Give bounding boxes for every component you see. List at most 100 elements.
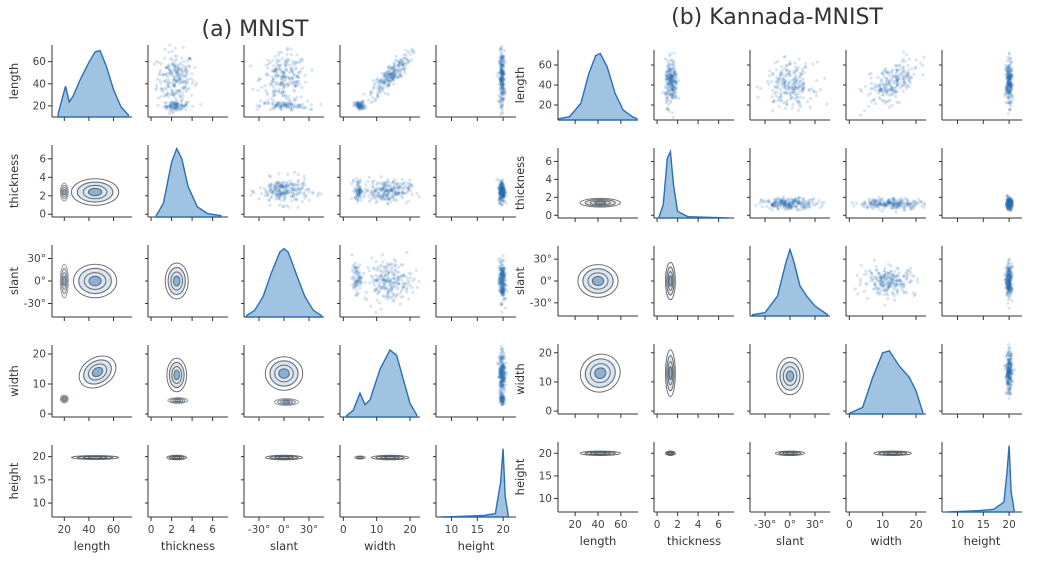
x-tick-label-width: 10 [876, 519, 889, 531]
panel-width-vs-height [939, 342, 1022, 418]
panel-height-vs-length: 10 15 20 height 20 40 60 length [7, 445, 132, 553]
y-tick-label-height: 20 [33, 451, 46, 463]
panel-length-vs-thickness [651, 50, 734, 124]
scatter-thickness-vs-slant [754, 195, 826, 212]
panel-width-vs-width [337, 345, 420, 421]
scatter-slant-vs-height [497, 254, 509, 314]
y-tick-label-thickness: 6 [545, 156, 552, 168]
panel-thickness-vs-height [433, 145, 516, 221]
panel-thickness-vs-thickness [651, 148, 734, 222]
scatter-thickness-vs-width [350, 175, 421, 206]
contour-thickness-vs-length [59, 182, 69, 202]
panel-length-vs-length: 20 40 60 length [513, 50, 638, 124]
contour-thickness-vs-length [579, 197, 621, 208]
x-axis-label-length: length [580, 534, 617, 548]
panel-width-vs-thickness [651, 344, 734, 418]
kde-width [848, 350, 924, 415]
x-axis-label-thickness: thickness [161, 539, 215, 553]
y-axis-label-height: height [513, 458, 527, 495]
x-axis-label-height: height [458, 539, 495, 553]
scatter-thickness-vs-height [495, 177, 508, 207]
kde-height [441, 448, 509, 518]
panel-length-vs-height [939, 50, 1022, 124]
contour-height-vs-length [70, 455, 120, 460]
panel-length-vs-height [433, 44, 516, 121]
contour-slant-vs-length [72, 263, 118, 299]
panel-length-vs-width [337, 45, 420, 121]
x-tick-label-height: 10 [951, 519, 964, 531]
x-axis-label-width: width [870, 534, 902, 548]
x-tick-label-length: 20 [568, 519, 581, 531]
panel-slant-vs-height [939, 246, 1022, 320]
contour-width-vs-thickness [167, 397, 189, 404]
y-tick-label-length: 40 [33, 78, 46, 90]
panel-thickness-vs-width [843, 148, 927, 222]
contour-width-vs-length [579, 353, 621, 393]
x-tick-label-thickness: 0 [148, 524, 155, 536]
x-tick-label-slant: 0° [278, 524, 290, 536]
x-tick-label-width: 20 [403, 524, 416, 536]
x-tick-label-width: 20 [909, 519, 922, 531]
x-tick-label-slant: 30° [300, 524, 319, 536]
panel-length-vs-width [843, 50, 926, 124]
scatter-slant-vs-width [354, 250, 421, 315]
x-tick-label-length: 40 [591, 519, 604, 531]
contour-thickness-vs-length [70, 178, 120, 206]
x-tick-label-width: 0 [846, 519, 853, 531]
y-tick-label-thickness: 6 [39, 153, 46, 165]
panel-height-vs-thickness: 0 2 4 6 thickness [651, 442, 734, 548]
panel-slant-vs-length: -30° 0° 30° slant [7, 245, 132, 321]
panel-width-vs-slant [241, 345, 324, 421]
kde-slant [245, 247, 323, 318]
y-tick-label-height: 20 [539, 448, 552, 460]
panel-height-vs-slant: -30° 0° 30°slant [747, 442, 830, 548]
y-tick-label-width: 20 [539, 347, 552, 359]
panel-width-vs-length: 0 10 20 width [7, 345, 132, 421]
scatter-length-vs-slant [249, 46, 314, 111]
x-tick-label-thickness: 6 [209, 524, 216, 536]
scatter-width-vs-height [498, 392, 507, 407]
panel-width-vs-height [433, 344, 516, 421]
panel-slant-vs-length: -30° 0° 30° slant [513, 246, 638, 320]
contour-width-vs-slant [264, 356, 304, 391]
contour-height-vs-slant [774, 450, 806, 456]
y-tick-label-width: 20 [33, 349, 46, 361]
contour-width-vs-length [78, 355, 117, 389]
x-tick-label-thickness: 4 [189, 524, 196, 536]
y-tick-label-slant: 0° [540, 276, 552, 288]
y-tick-label-slant: -30° [24, 298, 46, 310]
y-tick-label-length: 20 [539, 100, 552, 112]
panel-length-vs-thickness [145, 43, 228, 121]
scatter-length-vs-width [352, 99, 368, 112]
y-axis-label-slant: slant [513, 266, 527, 295]
x-tick-label-length: 20 [58, 524, 71, 536]
contour-width-vs-slant [274, 398, 299, 406]
contour-height-vs-width [873, 450, 912, 456]
panel-length-vs-slant [241, 45, 324, 121]
kde-length [558, 52, 638, 121]
kde-thickness [155, 146, 222, 218]
contour-width-vs-thickness [664, 349, 676, 397]
y-tick-label-slant: 30° [27, 253, 46, 265]
y-tick-label-width: 0 [39, 409, 46, 421]
x-axis-label-length: length [74, 539, 111, 553]
title-mnist: (a) MNIST [202, 17, 310, 42]
scatter-length-vs-width [359, 47, 416, 108]
y-tick-label-height: 15 [539, 470, 552, 482]
x-tick-label-slant: 0° [784, 519, 796, 531]
panel-thickness-vs-height [939, 148, 1022, 222]
panel-slant-vs-slant [747, 246, 830, 320]
y-axis-label-thickness: thickness [7, 154, 21, 208]
x-tick-label-thickness: 4 [695, 519, 702, 531]
y-tick-label-slant: -30° [530, 297, 552, 309]
panel-slant-vs-slant [241, 245, 324, 321]
panel-slant-vs-width [337, 245, 421, 321]
panel-thickness-vs-thickness [145, 145, 228, 221]
contour-height-vs-width [370, 454, 410, 461]
y-tick-label-width: 10 [33, 379, 46, 391]
y-axis-label-length: length [7, 63, 21, 100]
contour-slant-vs-length [59, 263, 69, 299]
contour-slant-vs-length [577, 264, 619, 298]
